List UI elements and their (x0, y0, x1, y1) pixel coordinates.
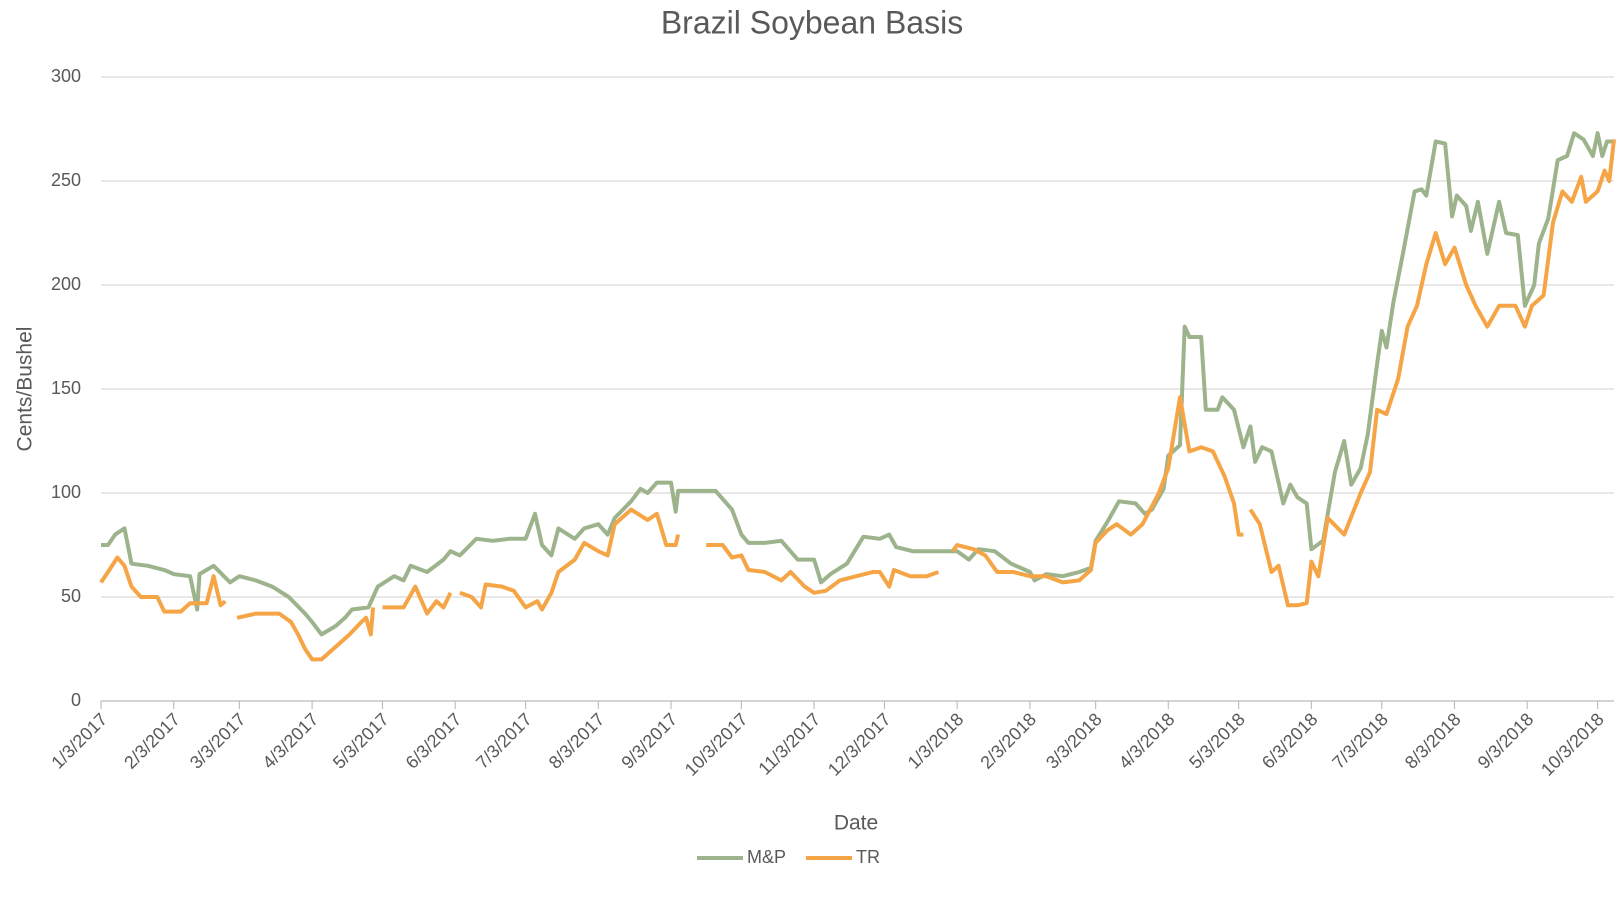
x-tick-label: 6/3/2017 (402, 709, 466, 773)
legend-label: M&P (747, 847, 786, 867)
x-tick-label: 8/3/2017 (545, 709, 609, 773)
x-tick-label: 8/3/2018 (1401, 709, 1465, 773)
x-tick-label: 1/3/2018 (904, 709, 968, 773)
y-tick-label: 250 (51, 170, 81, 190)
y-tick-label: 0 (71, 690, 81, 710)
y-tick-label: 200 (51, 274, 81, 294)
chart-title: Brazil Soybean Basis (661, 4, 963, 40)
x-tick-label: 9/3/2018 (1474, 709, 1538, 773)
x-tick-label: 3/3/2018 (1042, 709, 1106, 773)
x-tick-label: 7/3/2017 (472, 709, 536, 773)
x-tick-label: 2/3/2018 (976, 709, 1040, 773)
y-tick-label: 50 (61, 586, 81, 606)
x-tick-label: 12/3/2017 (824, 709, 895, 780)
y-tick-label: 100 (51, 482, 81, 502)
series-line (101, 131, 1614, 637)
x-tick-label: 6/3/2018 (1258, 709, 1322, 773)
x-tick-label: 2/3/2017 (120, 709, 184, 773)
series-line (99, 139, 1616, 662)
x-tick-label: 4/3/2018 (1115, 709, 1179, 773)
x-tick-label: 4/3/2017 (259, 709, 323, 773)
x-tick-label: 11/3/2017 (754, 709, 824, 779)
x-tick-label: 7/3/2018 (1328, 709, 1392, 773)
x-tick-label: 10/3/2018 (1537, 709, 1608, 780)
x-tick-label: 5/3/2018 (1185, 709, 1249, 773)
y-axis-title: Cents/Bushel (14, 327, 37, 452)
x-tick-label: 10/3/2017 (681, 709, 752, 780)
legend-label: TR (856, 847, 880, 867)
x-tick-label: 1/3/2017 (47, 709, 111, 773)
y-tick-label: 150 (51, 378, 81, 398)
y-tick-label: 300 (51, 66, 81, 86)
x-tick-label: 5/3/2017 (329, 709, 393, 773)
x-tick-label: 3/3/2017 (186, 709, 250, 773)
x-axis-title: Date (834, 812, 878, 835)
x-tick-label: 9/3/2017 (618, 709, 682, 773)
